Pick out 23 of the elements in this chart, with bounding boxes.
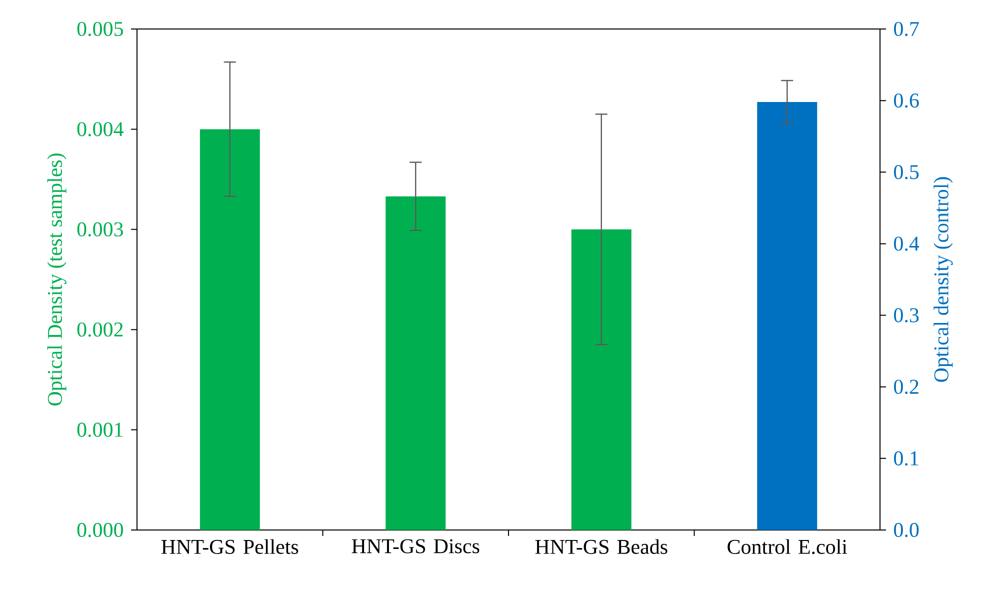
y-tick-label: 0.004	[77, 122, 124, 136]
y2-tick-label: 0.1	[894, 451, 918, 466]
y2-tick-label: 0.6	[894, 93, 919, 108]
x-tick-label: Control E.coli	[728, 539, 848, 554]
y-tick-label: 0.000	[77, 522, 124, 538]
x-tick-label: HNT-GS Pellets	[161, 539, 298, 554]
y2-axis-title: Optical density (control)	[934, 177, 953, 382]
y2-tick-label: 0.5	[894, 165, 919, 180]
y2-tick-label: 0.3	[894, 308, 919, 322]
y-axis-title: Optical Density (test samples)	[47, 154, 66, 406]
y2-tick-label: 0.2	[894, 380, 918, 394]
bar	[571, 229, 632, 530]
x-tick-label: HNT-GS Discs	[352, 539, 480, 554]
y2-tick-label: 0.7	[894, 22, 919, 36]
x-tick-label: HNT-GS Beads	[535, 539, 668, 554]
y-tick-label: 0.003	[77, 222, 123, 237]
y2-tick-label: 0.0	[894, 522, 919, 538]
bar	[386, 196, 446, 530]
y-tick-label: 0.002	[77, 322, 123, 337]
bar	[200, 129, 260, 530]
y2-tick-label: 0.4	[894, 236, 920, 251]
y-tick-label: 0.005	[77, 22, 123, 36]
y-tick-label: 0.001	[77, 422, 123, 437]
